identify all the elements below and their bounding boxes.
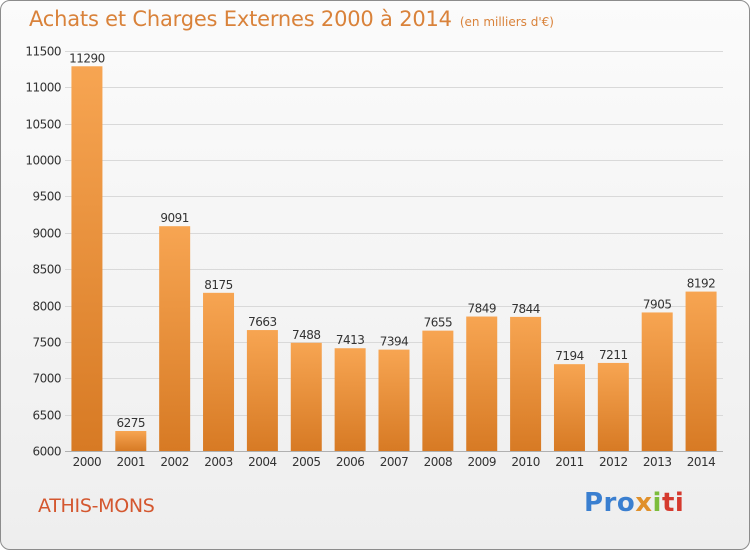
bar	[290, 342, 322, 451]
x-tick-label: 2004	[248, 455, 277, 469]
x-tick-label: 2014	[687, 455, 716, 469]
y-tick-label: 10000	[25, 154, 61, 168]
city-name: ATHIS-MONS	[38, 495, 155, 517]
data-labels: 11290 6275 9091 8175 7663 7488 7413 7394 7655 784…	[69, 51, 716, 430]
y-tick-label: 7500	[32, 336, 61, 350]
data-label: 8192	[687, 277, 716, 291]
x-tick-label: 2013	[643, 455, 672, 469]
x-axis-ticks: 2000 2001 2002 2003 2004 2005 2006 2007 2008 2009…	[73, 455, 716, 469]
y-tick-label: 11000	[25, 81, 61, 95]
y-tick-label: 6000	[32, 445, 61, 459]
chart-title-text: Achats et Charges Externes 2000 à 2014	[29, 7, 452, 31]
proxiti-logo: Proxiti	[584, 488, 684, 518]
data-label: 9091	[160, 211, 189, 225]
data-label: 7849	[467, 302, 496, 316]
x-tick-label: 2011	[555, 455, 584, 469]
y-tick-label: 6500	[32, 409, 61, 423]
y-tick-label: 8000	[32, 300, 61, 314]
bar	[553, 364, 585, 451]
data-label: 7211	[599, 348, 628, 362]
bar	[378, 349, 410, 451]
y-tick-label: 9500	[32, 190, 61, 204]
data-label: 7413	[336, 333, 365, 347]
x-tick-label: 2010	[511, 455, 540, 469]
bar	[334, 348, 366, 451]
y-tick-label: 8500	[32, 263, 61, 277]
x-tick-label: 2005	[292, 455, 321, 469]
bar	[597, 362, 629, 451]
bar	[71, 66, 103, 451]
bar	[422, 330, 454, 451]
y-axis-ticks: 6000 6500 7000 7500 8000 8500 9000 9500 10000 105…	[25, 45, 61, 459]
x-tick-label: 2002	[160, 455, 189, 469]
data-label: 6275	[117, 416, 146, 430]
bars	[71, 66, 717, 451]
x-tick-label: 2000	[73, 455, 102, 469]
data-label: 8175	[204, 278, 233, 292]
bar-chart: 6000 6500 7000 7500 8000 8500 9000 9500 10000 105…	[25, 45, 723, 469]
y-tick-label: 7000	[32, 372, 61, 386]
x-tick-label: 2008	[424, 455, 453, 469]
x-tick-label: 2003	[204, 455, 233, 469]
logo-part-4: ti	[661, 488, 685, 518]
data-label: 7194	[555, 349, 584, 363]
data-label: 7905	[643, 297, 672, 311]
x-tick-label: 2001	[117, 455, 146, 469]
chart-title: Achats et Charges Externes 2000 à 2014 (e…	[29, 7, 554, 31]
logo-part-3: i	[652, 488, 662, 518]
x-tick-label: 2007	[380, 455, 409, 469]
bar	[685, 291, 717, 451]
data-label: 7844	[511, 302, 540, 316]
bar	[641, 312, 673, 451]
grid-lines	[65, 51, 723, 452]
logo-part-1: Pro	[584, 488, 636, 518]
data-label: 11290	[69, 51, 105, 65]
bar	[115, 431, 147, 451]
bar	[466, 316, 498, 451]
bar	[159, 226, 191, 451]
bar	[246, 330, 278, 451]
data-label: 7488	[292, 328, 321, 342]
x-tick-label: 2012	[599, 455, 628, 469]
chart-subtitle: (en milliers d'€)	[459, 15, 554, 29]
x-tick-label: 2009	[467, 455, 496, 469]
y-tick-label: 10500	[25, 118, 61, 132]
bar	[203, 292, 235, 451]
y-tick-label: 11500	[25, 45, 61, 59]
data-label: 7394	[380, 335, 409, 349]
y-tick-label: 9000	[32, 227, 61, 241]
data-label: 7663	[248, 315, 277, 329]
x-tick-label: 2006	[336, 455, 365, 469]
bar	[510, 316, 542, 451]
logo-part-2: x	[635, 488, 653, 518]
data-label: 7655	[424, 316, 453, 330]
